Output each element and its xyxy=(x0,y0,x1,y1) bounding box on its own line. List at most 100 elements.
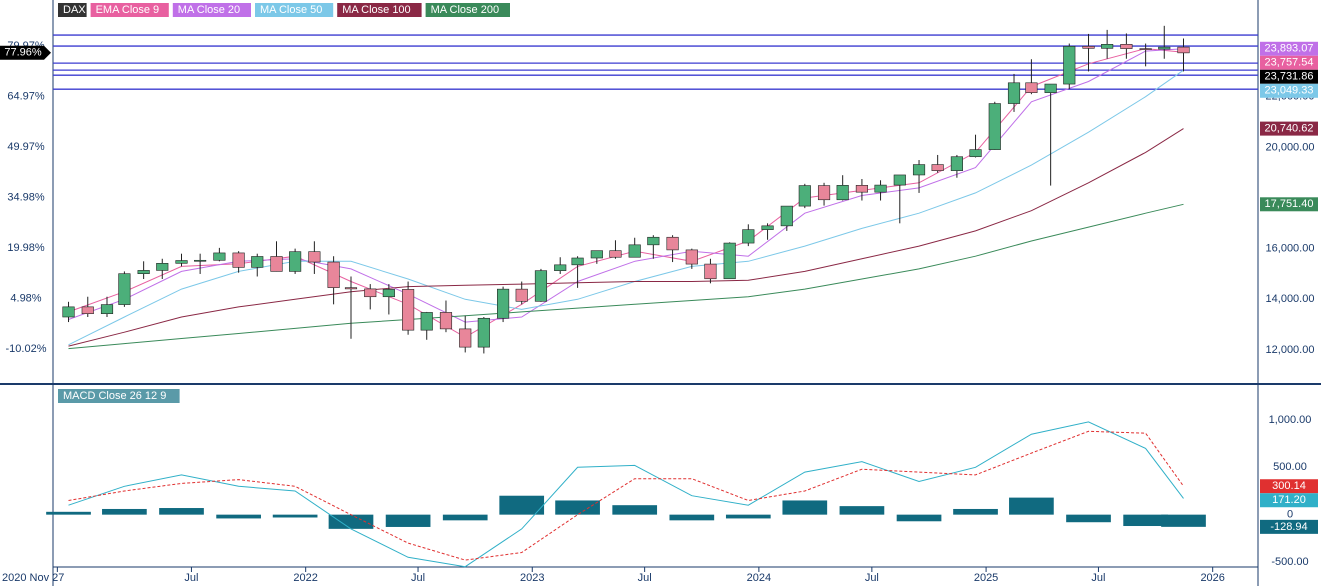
legend-box xyxy=(255,3,334,17)
candle-body xyxy=(874,184,887,193)
candle-body xyxy=(1101,44,1114,49)
y-tick-label: -500.00 xyxy=(1271,556,1308,568)
histogram-bar xyxy=(1123,514,1168,527)
macd-line xyxy=(68,421,1184,568)
candle-body xyxy=(81,306,94,315)
candle-body xyxy=(118,273,131,305)
candle-body xyxy=(1025,82,1038,93)
legend-label: DAX xyxy=(63,4,86,16)
y2-tick-label: 4.98% xyxy=(10,292,41,304)
candle-body xyxy=(836,185,849,201)
histogram-bar xyxy=(1066,514,1111,523)
y2-marker xyxy=(0,45,51,60)
candle-body xyxy=(1063,46,1076,85)
candle-body xyxy=(893,174,906,186)
x-tick-label: 2026 xyxy=(1200,572,1224,584)
legend-box xyxy=(337,3,422,17)
macd-line xyxy=(68,430,1184,561)
legend-box xyxy=(172,3,251,17)
last-value-label-box xyxy=(1260,69,1318,84)
candle-body xyxy=(137,270,150,274)
candle-body xyxy=(175,260,188,264)
histogram-bar xyxy=(896,514,942,522)
histogram-bar xyxy=(159,508,204,515)
candle-body xyxy=(1044,83,1057,93)
macd-title-box xyxy=(58,389,180,403)
candle-body xyxy=(609,250,622,258)
legend-label: MA Close 200 xyxy=(431,4,499,16)
candle-body xyxy=(100,304,114,315)
x-tick-label: Jul xyxy=(865,572,879,584)
moving-average xyxy=(68,128,1184,347)
histogram-bar xyxy=(216,514,261,519)
last-value-label-box xyxy=(1260,121,1318,136)
y2-tick-label: 49.97% xyxy=(7,141,45,153)
x-tick-label: 2020 Nov 27 xyxy=(2,572,64,584)
x-tick-label: Jul xyxy=(1091,572,1105,584)
candle-body xyxy=(950,156,963,171)
candle-body xyxy=(497,288,510,319)
legend-label: EMA Close 9 xyxy=(96,4,160,16)
y-tick-label: 16,000.00 xyxy=(1266,243,1315,255)
histogram-bar xyxy=(782,500,828,515)
candle-body xyxy=(194,259,207,262)
histogram-bar xyxy=(499,495,545,515)
candle-body xyxy=(289,251,302,272)
legend-label: MA Close 50 xyxy=(260,4,322,16)
last-value-label: 171.20 xyxy=(1272,494,1306,506)
last-value-label: 23,893.07 xyxy=(1265,43,1314,55)
legend-box xyxy=(90,3,169,17)
histogram-bar xyxy=(555,500,600,515)
candle-body xyxy=(571,257,584,266)
candle-body xyxy=(723,242,736,280)
candle-body xyxy=(685,249,698,265)
candle-body xyxy=(742,229,755,244)
x-tick-label: Jul xyxy=(638,572,652,584)
last-value-label-box xyxy=(1260,55,1318,70)
last-value-label-box xyxy=(1260,493,1318,508)
y2-tick-label: -10.02% xyxy=(6,343,47,355)
y-tick-label: 20,000.00 xyxy=(1266,141,1315,153)
last-value-label-box xyxy=(1260,519,1318,534)
last-value-label: 20,740.62 xyxy=(1265,123,1314,135)
candle-body xyxy=(554,264,567,271)
candle-body xyxy=(232,252,245,268)
candle-body xyxy=(704,263,717,280)
candle-body xyxy=(534,270,548,302)
legend-label: MA Close 100 xyxy=(342,4,410,16)
legend-label: MA Close 20 xyxy=(178,4,240,16)
candle-body xyxy=(1007,82,1021,104)
y2-tick-label: 34.98% xyxy=(7,191,45,203)
y2-tick-label: 64.97% xyxy=(7,90,45,102)
x-tick-label: 2024 xyxy=(747,572,771,584)
histogram-bar xyxy=(953,508,998,515)
candle-body xyxy=(647,236,660,246)
candle-body xyxy=(780,205,793,227)
last-value-label: 23,049.33 xyxy=(1265,85,1314,97)
candle-body xyxy=(761,225,774,230)
histogram-bar xyxy=(46,511,91,515)
y-tick-label: 500.00 xyxy=(1273,461,1307,473)
candle-body xyxy=(344,287,358,290)
last-value-label-box xyxy=(1260,479,1318,494)
last-value-label: 300.14 xyxy=(1272,480,1306,492)
histogram-bar xyxy=(385,514,431,527)
candle-body xyxy=(1139,48,1152,50)
last-value-label: 17,751.40 xyxy=(1265,198,1314,210)
candle-body xyxy=(420,312,433,331)
histogram-bar xyxy=(442,514,488,521)
legend-box xyxy=(58,3,87,17)
candle-body xyxy=(251,256,264,268)
candle-body xyxy=(459,328,472,348)
histogram-bar xyxy=(669,514,715,521)
candle-body xyxy=(213,252,226,261)
histogram-bar xyxy=(839,506,885,515)
x-tick-label: 2023 xyxy=(520,572,544,584)
candle-body xyxy=(364,288,377,298)
candle-body xyxy=(628,244,641,258)
candle-body xyxy=(270,256,283,272)
y2-marker-label: 77.96% xyxy=(4,47,42,59)
candle-body xyxy=(817,185,831,201)
histogram-bar xyxy=(102,508,147,515)
